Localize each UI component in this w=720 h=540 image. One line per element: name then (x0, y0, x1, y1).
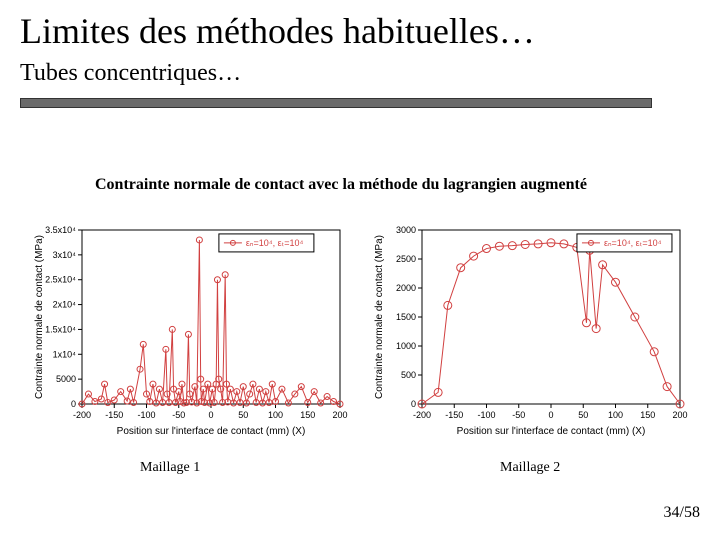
slide-subtitle: Tubes concentriques… (20, 60, 241, 87)
chart1-label: Maillage 1 (140, 460, 200, 476)
svg-text:100: 100 (268, 410, 283, 420)
svg-text:Contrainte normale de contact: Contrainte normale de contact (MPa) (374, 235, 385, 399)
svg-text:3.5x10⁴: 3.5x10⁴ (45, 225, 76, 235)
svg-text:1000: 1000 (396, 341, 416, 351)
svg-text:0: 0 (71, 399, 76, 409)
divider (20, 98, 652, 108)
svg-text:1500: 1500 (396, 312, 416, 322)
svg-text:-200: -200 (73, 410, 91, 420)
svg-text:εₙ=10⁴, εₜ=10⁴: εₙ=10⁴, εₜ=10⁴ (604, 238, 662, 248)
svg-text:Position sur l'interface de co: Position sur l'interface de contact (mm)… (117, 426, 306, 437)
svg-text:-150: -150 (445, 410, 463, 420)
chart2-label: Maillage 2 (500, 460, 560, 476)
page-number: 34/58 (664, 504, 700, 522)
svg-text:0: 0 (411, 399, 416, 409)
svg-text:3x10⁴: 3x10⁴ (53, 250, 77, 260)
svg-text:150: 150 (640, 410, 655, 420)
svg-text:-100: -100 (477, 410, 495, 420)
svg-text:1x10⁴: 1x10⁴ (53, 349, 77, 359)
svg-text:200: 200 (332, 410, 347, 420)
svg-text:500: 500 (401, 370, 416, 380)
svg-text:2x10⁴: 2x10⁴ (53, 300, 77, 310)
svg-text:3000: 3000 (396, 225, 416, 235)
figure-caption: Contrainte normale de contact avec la mé… (95, 176, 587, 194)
svg-text:200: 200 (672, 410, 687, 420)
svg-text:1.5x10⁴: 1.5x10⁴ (45, 324, 76, 334)
svg-text:100: 100 (608, 410, 623, 420)
svg-text:-200: -200 (413, 410, 431, 420)
svg-text:5000: 5000 (56, 374, 76, 384)
chart-maillage-1: -200 -150 -100 -50 0 50 100 150 200 0 5000 1x10⁴ 1.5… (30, 220, 350, 440)
svg-text:0: 0 (208, 410, 213, 420)
svg-text:-100: -100 (137, 410, 155, 420)
svg-text:50: 50 (238, 410, 248, 420)
svg-text:2500: 2500 (396, 254, 416, 264)
chart-maillage-2: -200-150-100-500501001502000500100015002… (370, 220, 690, 440)
svg-text:-150: -150 (105, 410, 123, 420)
svg-text:150: 150 (300, 410, 315, 420)
svg-text:0: 0 (548, 410, 553, 420)
svg-text:Contrainte normale de contact: Contrainte normale de contact (MPa) (34, 235, 45, 399)
svg-text:2.5x10⁴: 2.5x10⁴ (45, 275, 76, 285)
svg-text:2000: 2000 (396, 283, 416, 293)
svg-text:Position sur l'interface de co: Position sur l'interface de contact (mm)… (457, 426, 646, 437)
svg-text:-50: -50 (172, 410, 185, 420)
slide-title: Limites des méthodes habituelles… (20, 10, 535, 52)
svg-text:50: 50 (578, 410, 588, 420)
svg-text:-50: -50 (512, 410, 525, 420)
svg-text:εₙ=10⁴, εₜ=10⁴: εₙ=10⁴, εₜ=10⁴ (246, 238, 304, 248)
